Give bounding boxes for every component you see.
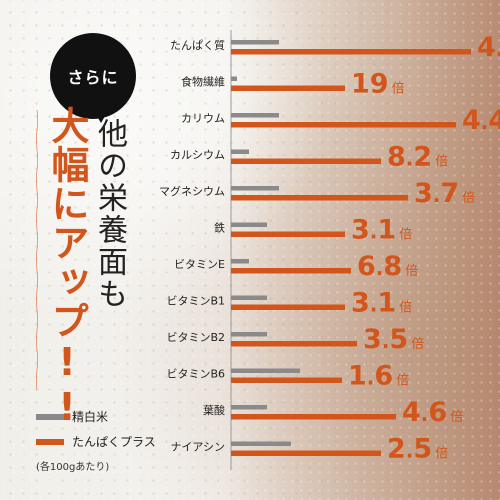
ratio-label: 3.5 倍 xyxy=(363,324,424,355)
ratio-label: 6.8 倍 xyxy=(357,251,418,282)
bar-protein-plus xyxy=(231,85,345,91)
bar-white-rice xyxy=(231,295,267,300)
bar-protein-plus xyxy=(231,304,345,310)
ratio-label: 3.1 倍 xyxy=(351,288,412,319)
category-label: 鉄 xyxy=(214,221,225,235)
legend-note: (各100gあたり) xyxy=(36,462,110,473)
legend-swatch-orange xyxy=(36,438,64,445)
badge-text: さらに xyxy=(67,68,119,87)
legend-label-white-rice: 精白米 xyxy=(72,410,109,424)
bar-white-rice xyxy=(231,76,237,81)
ratio-label: 2.5 倍 xyxy=(387,434,448,465)
ratio-label: 4.4倍 xyxy=(462,105,500,136)
legend-swatch-gray xyxy=(36,413,64,420)
badge-bubble: さらに xyxy=(50,33,136,123)
bar-white-rice xyxy=(231,186,279,191)
bar-protein-plus xyxy=(231,195,408,201)
category-label: ビタミンE xyxy=(174,258,225,271)
bar-white-rice xyxy=(231,368,300,373)
bar-protein-plus xyxy=(231,450,381,456)
ratio-label: 4.7倍 xyxy=(477,32,500,63)
bar-white-rice xyxy=(231,113,279,118)
bar-white-rice xyxy=(231,149,249,154)
category-label: たんぱく質 xyxy=(170,38,225,52)
ratio-label: 4.6 倍 xyxy=(402,397,463,428)
category-label: マグネシウム xyxy=(159,184,225,198)
bar-white-rice xyxy=(231,40,279,45)
legend-item-white-rice: 精白米 xyxy=(36,408,156,425)
legend-item-protein-plus: たんぱくプラス xyxy=(36,433,156,450)
category-label: ビタミンB2 xyxy=(166,331,225,344)
ratio-label: 1.6 倍 xyxy=(348,361,409,392)
category-label: 食物繊維 xyxy=(181,75,225,89)
bar-white-rice xyxy=(231,405,267,410)
category-label: ビタミンB6 xyxy=(166,368,225,381)
bar-white-rice xyxy=(231,222,267,227)
bar-protein-plus xyxy=(231,158,381,164)
bar-protein-plus xyxy=(231,377,342,383)
ratio-label: 3.1 倍 xyxy=(351,215,412,246)
category-label: 葉酸 xyxy=(203,403,225,417)
headline-accent: 大幅にアップ!! xyxy=(45,106,89,430)
bar-white-rice xyxy=(231,441,291,446)
category-label: カリウム xyxy=(181,112,225,125)
category-label: ナイアシン xyxy=(170,441,225,454)
ratio-label: 3.7 倍 xyxy=(414,178,475,209)
ratio-label: 19 倍 xyxy=(351,69,405,100)
category-label: ビタミンB1 xyxy=(166,295,225,308)
bar-white-rice xyxy=(231,259,249,264)
legend-label-protein-plus: たんぱくプラス xyxy=(72,435,156,449)
bar-white-rice xyxy=(231,332,267,337)
legend: 精白米 たんぱくプラス (各100gあたり) xyxy=(36,408,156,473)
decorative-wavy-line xyxy=(36,110,38,390)
category-label: カルシウム xyxy=(170,149,225,162)
bar-protein-plus xyxy=(231,122,456,128)
bar-protein-plus xyxy=(231,414,396,420)
bar-protein-plus xyxy=(231,268,351,274)
bar-protein-plus xyxy=(231,341,357,347)
bar-protein-plus xyxy=(231,49,471,55)
headline-main: 他の栄養面も xyxy=(92,118,127,310)
ratio-label: 8.2 倍 xyxy=(387,142,448,173)
bar-protein-plus xyxy=(231,231,345,237)
